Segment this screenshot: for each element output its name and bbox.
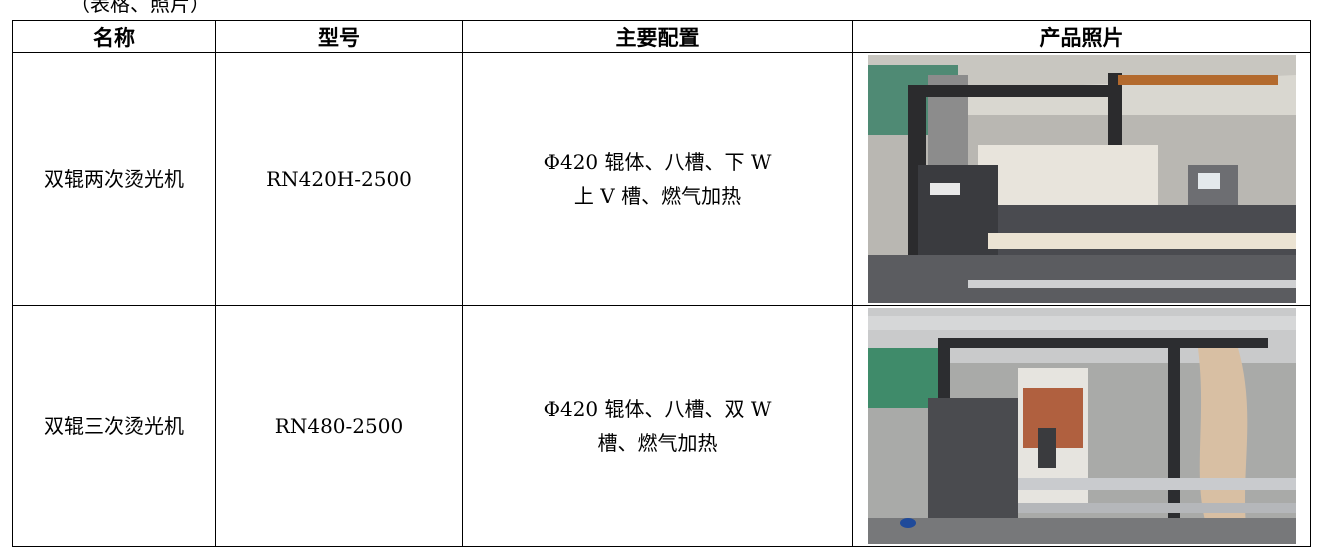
photo-cell <box>852 52 1311 306</box>
config-cell: Φ420 辊体、八槽、双 W 槽、燃气加热 <box>462 305 853 547</box>
config-line: Φ420 辊体、八槽、下 W <box>543 150 772 174</box>
header-row: 名称 型号 主要配置 产品照片 <box>12 20 1311 53</box>
photo-cell <box>852 305 1311 547</box>
config-cell: Φ420 辊体、八槽、下 W 上 V 槽、燃气加热 <box>462 52 853 306</box>
name-cell: 双辊三次烫光机 <box>12 305 216 547</box>
table-row: 双辊三次烫光机 RN480-2500 Φ420 辊体、八槽、双 W 槽、燃气加热 <box>12 305 1311 547</box>
page: {"caption": "（表格、照片）", "table": { "heade… <box>12 0 1311 547</box>
config-line: 槽、燃气加热 <box>597 431 718 455</box>
model-cell: RN480-2500 <box>215 305 463 547</box>
product-photo <box>867 308 1296 544</box>
header-cell: 型号 <box>215 20 463 53</box>
name-cell: 双辊两次烫光机 <box>12 52 216 306</box>
model-cell: RN420H-2500 <box>215 52 463 306</box>
table-row: 双辊两次烫光机 RN420H-2500 Φ420 辊体、八槽、下 W 上 V 槽、… <box>12 52 1311 306</box>
config-line: Φ420 辊体、八槽、双 W <box>543 397 772 421</box>
header-cell: 名称 <box>12 20 216 53</box>
header-cell: 产品照片 <box>852 20 1311 53</box>
caption: （表格、照片） <box>70 0 210 16</box>
product-table: 名称 型号 主要配置 产品照片 双辊两次烫光机 RN420H-2500 Φ420… <box>12 20 1311 547</box>
product-photo <box>867 55 1296 303</box>
config-line: 上 V 槽、燃气加热 <box>573 184 742 208</box>
header-cell: 主要配置 <box>462 20 853 53</box>
